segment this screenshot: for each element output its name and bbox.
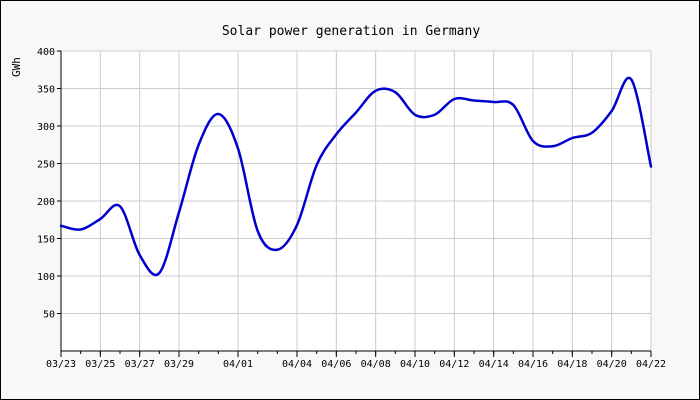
data-point	[335, 133, 337, 135]
x-tick-label: 04/16	[518, 359, 548, 370]
x-tick-label: 04/14	[479, 359, 509, 370]
data-point	[237, 147, 239, 149]
data-point	[630, 78, 632, 80]
data-point	[492, 101, 494, 103]
data-point	[158, 272, 160, 274]
data-point	[433, 114, 435, 116]
x-tick-label: 04/22	[636, 359, 666, 370]
data-point	[414, 114, 416, 116]
data-point	[79, 228, 81, 230]
data-point	[571, 137, 573, 139]
data-point	[512, 104, 514, 106]
x-tick-label: 04/20	[597, 359, 627, 370]
x-tick-label: 04/10	[400, 359, 430, 370]
x-tick-label: 04/18	[557, 359, 587, 370]
data-point	[473, 99, 475, 101]
x-tick-label: 04/08	[361, 359, 391, 370]
data-point	[256, 230, 258, 232]
x-tick-label: 03/25	[85, 359, 115, 370]
data-point	[276, 249, 278, 251]
data-point	[374, 90, 376, 92]
data-point	[453, 98, 455, 100]
y-tick-label: 350	[37, 85, 55, 96]
data-point	[178, 211, 180, 213]
x-tick-label: 03/23	[46, 359, 76, 370]
data-point	[394, 91, 396, 93]
data-point	[138, 254, 140, 256]
y-tick-label: 100	[37, 272, 55, 283]
data-point	[296, 224, 298, 226]
y-tick-label: 300	[37, 122, 55, 133]
x-tick-label: 04/01	[223, 359, 253, 370]
x-tick-label: 04/04	[282, 359, 312, 370]
y-tick-label: 50	[43, 310, 55, 321]
x-tick-label: 03/29	[164, 359, 194, 370]
data-point	[60, 225, 62, 227]
data-point	[119, 205, 121, 207]
x-tick-label: 04/12	[439, 359, 469, 370]
x-tick-label: 03/27	[125, 359, 155, 370]
data-point	[315, 164, 317, 166]
y-axis-label: GWh	[10, 57, 23, 77]
data-point	[217, 113, 219, 115]
data-point	[551, 145, 553, 147]
chart-title: Solar power generation in Germany	[222, 24, 480, 39]
x-tick-label: 04/06	[321, 359, 351, 370]
data-point	[532, 140, 534, 142]
y-tick-label: 200	[37, 197, 55, 208]
y-tick-label: 150	[37, 235, 55, 246]
data-point	[355, 111, 357, 113]
y-tick-label: 400	[37, 47, 55, 58]
data-point	[610, 110, 612, 112]
data-point	[650, 165, 652, 167]
plot-area: 50 100 150 200 250 300 350 400 03/23 03/25 03/27 03…	[37, 47, 666, 370]
data-point	[591, 132, 593, 134]
data-point	[197, 144, 199, 146]
y-tick-label: 250	[37, 160, 55, 171]
data-point	[99, 218, 101, 220]
series-line	[59, 76, 653, 277]
